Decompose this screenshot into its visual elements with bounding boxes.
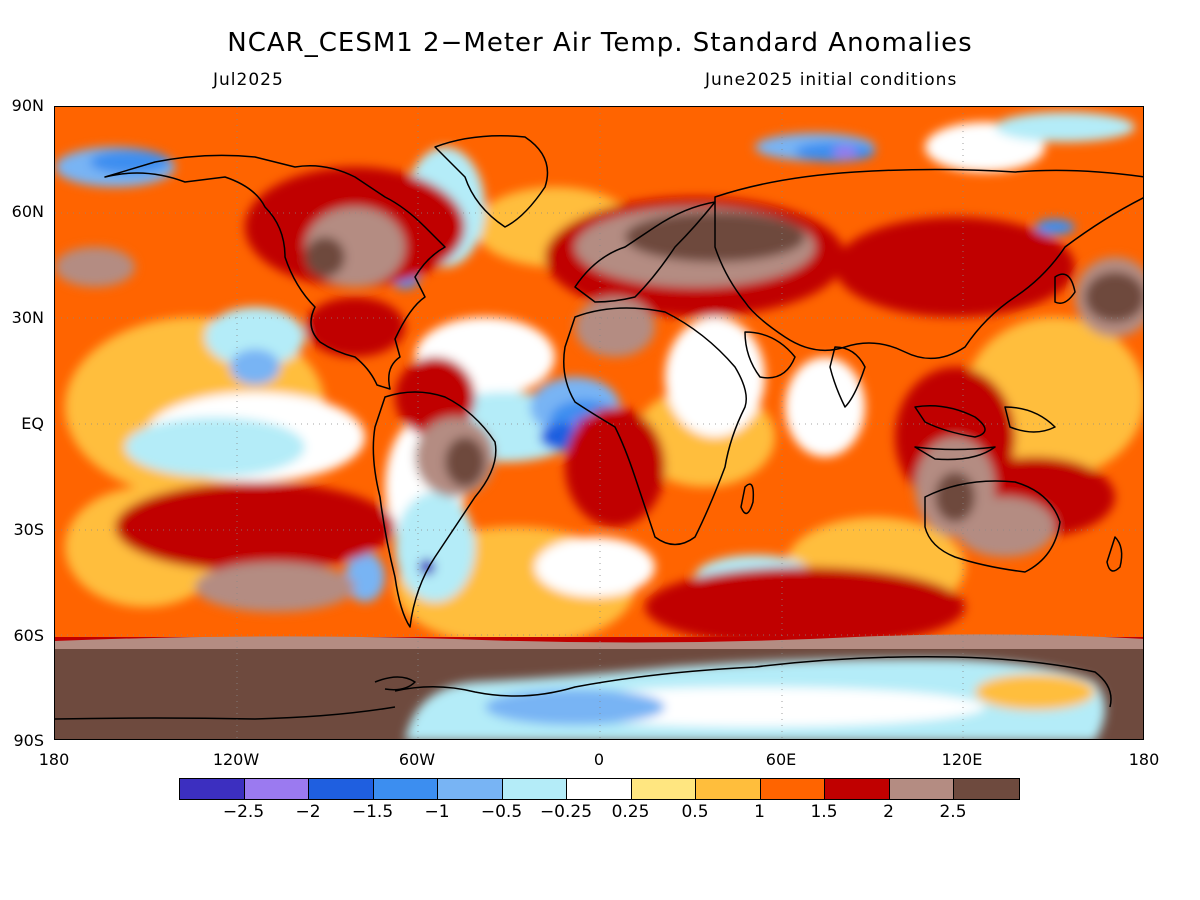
lat-label-60n: 60N [11, 202, 44, 221]
initial-conditions: June2025 initial conditions [705, 70, 958, 90]
colorbar-swatch [438, 779, 503, 799]
colorbar-tick-label: 1 [754, 802, 765, 822]
lon-label-180w: 180 [38, 750, 70, 769]
coastlines [55, 135, 1143, 720]
colorbar-swatch [244, 779, 309, 799]
colorbar-tick-label: 2 [883, 802, 894, 822]
lon-label-60w: 60W [398, 750, 436, 769]
lat-label-30s: 30S [13, 520, 44, 539]
colorbar-swatch [373, 779, 438, 799]
lon-label-120w: 120W [212, 750, 260, 769]
colorbar-swatch [696, 779, 761, 799]
anomaly-map [54, 106, 1144, 740]
lon-label-120e: 120E [941, 750, 983, 769]
forecast-month: Jul2025 [213, 70, 284, 90]
colorbar-tick-label: −2 [295, 802, 321, 822]
colorbar-tick-label: −0.5 [480, 802, 523, 822]
colorbar-swatch [889, 779, 954, 799]
colorbar-swatch [180, 779, 245, 799]
colorbar [179, 778, 1020, 800]
colorbar-tick-label: −0.25 [539, 802, 593, 822]
lat-label-eq: EQ [21, 414, 44, 433]
lon-label-0: 0 [593, 750, 605, 769]
graticule [55, 107, 1143, 739]
colorbar-tick-label: 0.5 [681, 802, 709, 822]
colorbar-tick-label: −2.5 [222, 802, 265, 822]
colorbar-tick-label: −1 [424, 802, 450, 822]
colorbar-tick-label: 2.5 [939, 802, 967, 822]
lat-label-60s: 60S [13, 626, 44, 645]
colorbar-tick-label: 1.5 [810, 802, 838, 822]
lat-label-90n: 90N [11, 96, 44, 115]
colorbar-swatch [567, 779, 632, 799]
colorbar-swatch [760, 779, 825, 799]
colorbar-swatch [309, 779, 374, 799]
anomaly-map-svg [55, 107, 1143, 739]
antarctic-anomaly [405, 658, 1105, 739]
lat-label-30n: 30N [11, 308, 44, 327]
lon-label-60e: 60E [765, 750, 797, 769]
colorbar-tick-label: −1.5 [351, 802, 394, 822]
chart-title: NCAR_CESM1 2−Meter Air Temp. Standard An… [227, 28, 973, 58]
colorbar-swatch [631, 779, 696, 799]
colorbar-swatch [502, 779, 567, 799]
colorbar-swatch [825, 779, 890, 799]
lon-label-180e: 180 [1128, 750, 1160, 769]
colorbar-tick-label: 0.25 [611, 802, 650, 822]
colorbar-swatch [954, 779, 1019, 799]
lat-label-90s: 90S [13, 731, 44, 750]
